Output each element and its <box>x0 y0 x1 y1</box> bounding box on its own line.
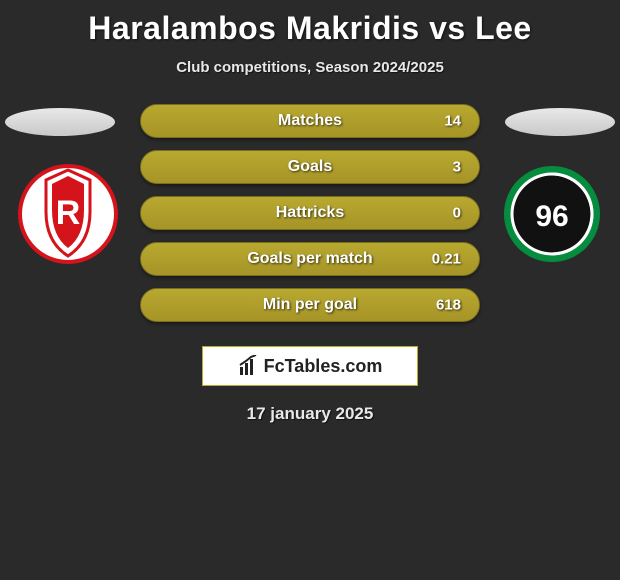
stat-row-goals-per-match: Goals per match 0.21 <box>140 242 480 276</box>
page-title: Haralambos Makridis vs Lee <box>0 0 620 47</box>
stat-label: Min per goal <box>141 296 479 314</box>
team-logo-right: 96 <box>502 164 602 264</box>
stat-label: Goals <box>141 158 479 176</box>
stat-label: Matches <box>141 112 479 130</box>
date-text: 17 january 2025 <box>0 404 620 424</box>
stat-row-matches: Matches 14 <box>140 104 480 138</box>
team-left-letter: R <box>56 194 81 232</box>
subtitle: Club competitions, Season 2024/2025 <box>0 59 620 76</box>
comparison-arena: R 96 Matches 14 Goals 3 Hattricks 0 Goal… <box>0 104 620 334</box>
stat-row-goals: Goals 3 <box>140 150 480 184</box>
stat-label: Goals per match <box>141 250 479 268</box>
stat-row-hattricks: Hattricks 0 <box>140 196 480 230</box>
stat-row-min-per-goal: Min per goal 618 <box>140 288 480 322</box>
player-silhouette-right <box>505 108 615 136</box>
team-right-number: 96 <box>535 200 568 233</box>
stat-value: 0 <box>453 205 461 222</box>
chart-icon <box>238 355 260 377</box>
stat-value: 618 <box>436 297 461 314</box>
stat-value: 0.21 <box>432 251 461 268</box>
player-silhouette-left <box>5 108 115 136</box>
stat-label: Hattricks <box>141 204 479 222</box>
team-logo-left: R <box>18 164 118 264</box>
brand-text: FcTables.com <box>264 356 383 377</box>
stat-value: 3 <box>453 159 461 176</box>
brand-box[interactable]: FcTables.com <box>202 346 418 386</box>
stat-bars: Matches 14 Goals 3 Hattricks 0 Goals per… <box>140 104 480 334</box>
stat-value: 14 <box>444 113 461 130</box>
